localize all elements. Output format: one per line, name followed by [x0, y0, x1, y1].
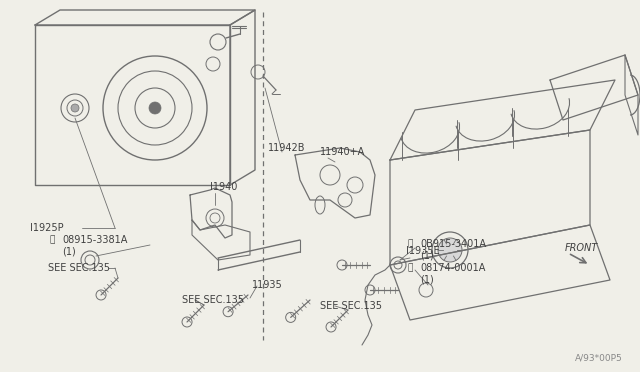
Text: I1925P: I1925P	[30, 223, 63, 233]
Text: SEE SEC.135: SEE SEC.135	[182, 295, 244, 305]
Text: FRONT: FRONT	[565, 243, 598, 253]
Text: SEE SEC.135: SEE SEC.135	[48, 263, 110, 273]
Text: I1935E: I1935E	[406, 246, 440, 256]
Text: (1): (1)	[420, 251, 434, 261]
Text: (1): (1)	[62, 247, 76, 257]
Circle shape	[149, 102, 161, 114]
Text: 11935: 11935	[252, 280, 283, 290]
Circle shape	[71, 104, 79, 112]
Text: A/93*00P5: A/93*00P5	[575, 353, 623, 362]
Text: 08174-0001A: 08174-0001A	[420, 263, 485, 273]
Text: 11940+A: 11940+A	[320, 147, 365, 157]
Text: 0B915-3401A: 0B915-3401A	[420, 239, 486, 249]
Text: I1940: I1940	[210, 182, 237, 192]
Text: 08915-3381A: 08915-3381A	[62, 235, 127, 245]
Text: (1): (1)	[420, 275, 434, 285]
Text: 11942B: 11942B	[268, 143, 305, 153]
Text: Ⓦ: Ⓦ	[408, 240, 413, 248]
Circle shape	[438, 238, 462, 262]
Text: Ⓦ: Ⓦ	[50, 235, 56, 244]
Text: SEE SEC.135: SEE SEC.135	[320, 301, 382, 311]
Text: Ⓑ: Ⓑ	[408, 263, 413, 273]
